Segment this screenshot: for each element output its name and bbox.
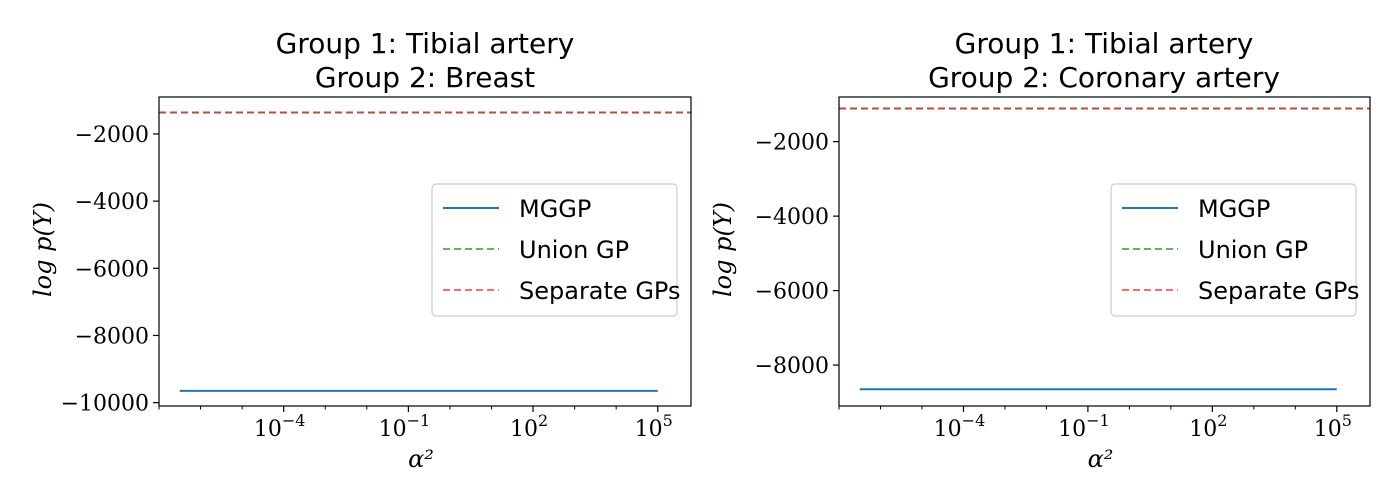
x-tick-label: 102 xyxy=(1189,411,1227,442)
legend: MGGP Union GP Separate GPs xyxy=(431,183,680,317)
x-tick-label: 10−1 xyxy=(379,411,431,442)
legend-label: Union GP xyxy=(1198,236,1308,264)
axes-frame xyxy=(158,96,692,407)
legend-label: Separate GPs xyxy=(519,277,680,305)
x-tick-label: 10−4 xyxy=(934,411,986,442)
x-tick-label: 10−4 xyxy=(254,411,306,442)
y-tick-label: −4000 xyxy=(755,205,829,230)
chart-title-line: Group 1: Tibial artery xyxy=(276,27,575,60)
y-tick-label: −8000 xyxy=(755,354,829,379)
chart-title-line: Group 1: Tibial artery xyxy=(955,27,1254,60)
legend-label: MGGP xyxy=(519,195,591,223)
y-tick-label: −2000 xyxy=(755,131,829,156)
y-tick-label: −4000 xyxy=(75,190,149,215)
y-tick-label: −2000 xyxy=(75,123,149,148)
x-tick-label: 105 xyxy=(1314,411,1352,442)
x-axis-label: α² xyxy=(1088,445,1114,473)
legend-label: Separate GPs xyxy=(1198,277,1359,305)
legend-box xyxy=(431,183,678,317)
y-tick-label: −8000 xyxy=(75,324,149,349)
y-axis-label: log p(Y) xyxy=(29,202,57,297)
legend-label: Union GP xyxy=(519,236,629,264)
legend: MGGP Union GP Separate GPs xyxy=(1110,183,1359,317)
y-axis-label: log p(Y) xyxy=(709,202,737,297)
y-tick-label: −6000 xyxy=(75,257,149,282)
x-tick-label: 105 xyxy=(635,411,673,442)
chart-title-line: Group 2: Coronary artery xyxy=(928,61,1280,94)
x-axis-label: α² xyxy=(408,445,434,473)
chart-title-line: Group 2: Breast xyxy=(315,61,535,94)
legend-box xyxy=(1110,183,1357,317)
axes-frame xyxy=(838,96,1371,407)
y-tick-label: −10000 xyxy=(61,392,149,417)
y-tick-label: −6000 xyxy=(755,280,829,305)
x-tick-label: 102 xyxy=(510,411,548,442)
legend-label: MGGP xyxy=(1198,195,1270,223)
x-tick-label: 10−1 xyxy=(1058,411,1110,442)
